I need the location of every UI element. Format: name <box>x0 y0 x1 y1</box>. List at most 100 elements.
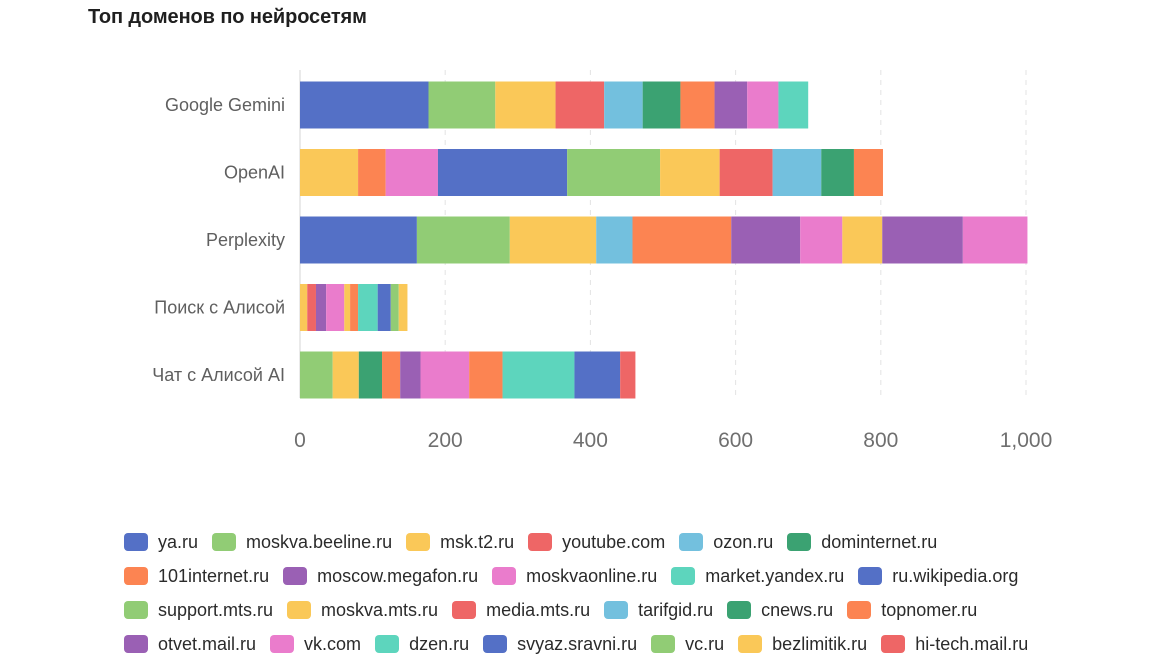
legend-item[interactable]: hi-tech.mail.ru <box>881 634 1028 655</box>
bar-segment-moskva.mts.ru <box>842 216 883 264</box>
legend-swatch <box>528 533 553 551</box>
legend-label: market.yandex.ru <box>705 565 845 586</box>
bar-segment-youtube.com <box>307 284 316 331</box>
bar-segment-bezlimitik.ru <box>344 284 351 331</box>
legend-item[interactable]: ru.wikipedia.org <box>858 566 1018 587</box>
legend-item[interactable]: cnews.ru <box>727 600 833 621</box>
bar-segment-moscow.megafon.ru <box>400 351 421 399</box>
bar-segment-ya.ru <box>300 216 417 264</box>
legend-item[interactable]: dzen.ru <box>375 634 469 655</box>
bar-segment-dzen.ru <box>502 351 575 399</box>
legend-item[interactable]: support.mts.ru <box>124 600 273 621</box>
bar-segment-ya.ru <box>437 149 568 196</box>
bar-segment-market.yandex.ru <box>358 284 378 331</box>
legend-swatch <box>858 567 883 585</box>
legend-item[interactable]: msk.t2.ru <box>406 532 514 553</box>
bar-segment-msk.t2.ru <box>300 149 359 196</box>
bar-segment-101internet.ru <box>469 351 503 399</box>
legend-item[interactable]: moskva.beeline.ru <box>212 532 392 553</box>
legend-swatch <box>651 635 676 653</box>
legend-label: media.mts.ru <box>486 599 591 620</box>
legend-label: tarifgid.ru <box>638 599 714 620</box>
legend-label: dzen.ru <box>409 633 470 654</box>
legend-label: moskva.beeline.ru <box>246 531 393 552</box>
legend-item[interactable]: media.mts.ru <box>452 600 590 621</box>
category-label: OpenAI <box>224 163 285 183</box>
legend-item[interactable]: 101internet.ru <box>124 566 269 587</box>
bar-segment-topnomer.ru <box>853 149 883 196</box>
legend-label: msk.t2.ru <box>440 531 515 552</box>
bar-segment-ya.ru <box>300 81 429 129</box>
legend-label: ozon.ru <box>713 531 774 552</box>
bar-segment-market.yandex.ru <box>778 81 809 129</box>
bar-segment-moskvaonline.ru <box>326 284 345 331</box>
legend-label: ya.ru <box>158 531 199 552</box>
bar-segment-vc.ru <box>390 284 399 331</box>
chart-legend: ya.ru moskva.beeline.ru msk.t2.ru youtube.c… <box>124 525 1124 661</box>
legend-item[interactable]: vc.ru <box>651 634 724 655</box>
legend-swatch <box>679 533 704 551</box>
bar-segment-moscow.megafon.ru <box>315 284 327 331</box>
legend-swatch <box>406 533 431 551</box>
bar-segment-ozon.ru <box>604 81 643 129</box>
legend-label: cnews.ru <box>761 599 834 620</box>
bar-segment-bezlimitik.ru <box>398 284 408 331</box>
bar-segment-vk.com <box>962 216 1028 264</box>
category-label: Perplexity <box>206 230 285 250</box>
bar-segment-ozon.ru <box>596 216 633 264</box>
bar-segment-youtube.com <box>719 149 773 196</box>
bar-segment-otvet.mail.ru <box>882 216 963 264</box>
legend-item[interactable]: tarifgid.ru <box>604 600 713 621</box>
bar-segment-moskvaonline.ru <box>800 216 843 264</box>
category-label: Чат с Алисой AI <box>152 365 285 385</box>
legend-item[interactable]: moskva.mts.ru <box>287 600 438 621</box>
legend-item[interactable]: vk.com <box>270 634 361 655</box>
legend-item[interactable]: moscow.megafon.ru <box>283 566 478 587</box>
bar-segment-hi-tech.mail.ru <box>620 351 636 399</box>
bar-segment-ru.wikipedia.org <box>377 284 391 331</box>
legend-swatch <box>492 567 517 585</box>
bar-segment-cnews.ru <box>358 351 383 399</box>
legend-swatch <box>124 567 148 585</box>
legend-label: dominternet.ru <box>821 531 938 552</box>
legend-item[interactable]: dominternet.ru <box>787 532 937 553</box>
legend-swatch <box>787 533 812 551</box>
bar-segment-101internet.ru <box>632 216 732 264</box>
bar-segment-youtube.com <box>555 81 605 129</box>
legend-swatch <box>847 601 872 619</box>
legend-item[interactable]: otvet.mail.ru <box>124 634 256 655</box>
legend-label: vk.com <box>304 633 362 654</box>
bar-segment-101internet.ru <box>358 149 386 196</box>
category-label: Поиск с Алисой <box>154 298 285 318</box>
bar-segment-moscow.megafon.ru <box>714 81 748 129</box>
bar-segment-moskvaonline.ru <box>747 81 779 129</box>
bar-segment-dominternet.ru <box>821 149 854 196</box>
legend-item[interactable]: youtube.com <box>528 532 665 553</box>
legend-label: 101internet.ru <box>158 565 270 586</box>
legend-item[interactable]: bezlimitik.ru <box>738 634 867 655</box>
legend-label: moskvaonline.ru <box>526 565 658 586</box>
bar-segment-ozon.ru <box>772 149 822 196</box>
legend-label: support.mts.ru <box>158 599 274 620</box>
bar-segment-msk.t2.ru <box>332 351 359 399</box>
x-tick-label: 600 <box>718 429 753 452</box>
legend-item[interactable]: market.yandex.ru <box>671 566 844 587</box>
bar-segment-dominternet.ru <box>642 81 681 129</box>
bar-segment-moskva.beeline.ru <box>428 81 496 129</box>
legend-label: otvet.mail.ru <box>158 633 257 654</box>
legend-item[interactable]: moskvaonline.ru <box>492 566 657 587</box>
bar-segment-msk.t2.ru <box>495 81 556 129</box>
legend-label: hi-tech.mail.ru <box>915 633 1029 654</box>
legend-item[interactable]: svyaz.sravni.ru <box>483 634 637 655</box>
legend-item[interactable]: topnomer.ru <box>847 600 977 621</box>
legend-item[interactable]: ozon.ru <box>679 532 773 553</box>
legend-label: bezlimitik.ru <box>772 633 868 654</box>
stacked-bar-chart: 0 200 400 600 800 1,000 Google Gemini OpenAI Per… <box>152 70 1052 452</box>
chart-title: Топ доменов по нейросетям <box>88 6 367 28</box>
legend-swatch <box>283 567 308 585</box>
bar-segment-moskva.beeline.ru <box>416 216 510 264</box>
legend-swatch <box>124 533 148 551</box>
bar-segment-moskvaonline.ru <box>420 351 470 399</box>
legend-item[interactable]: ya.ru <box>124 532 198 553</box>
bar-segment-101internet.ru <box>680 81 715 129</box>
